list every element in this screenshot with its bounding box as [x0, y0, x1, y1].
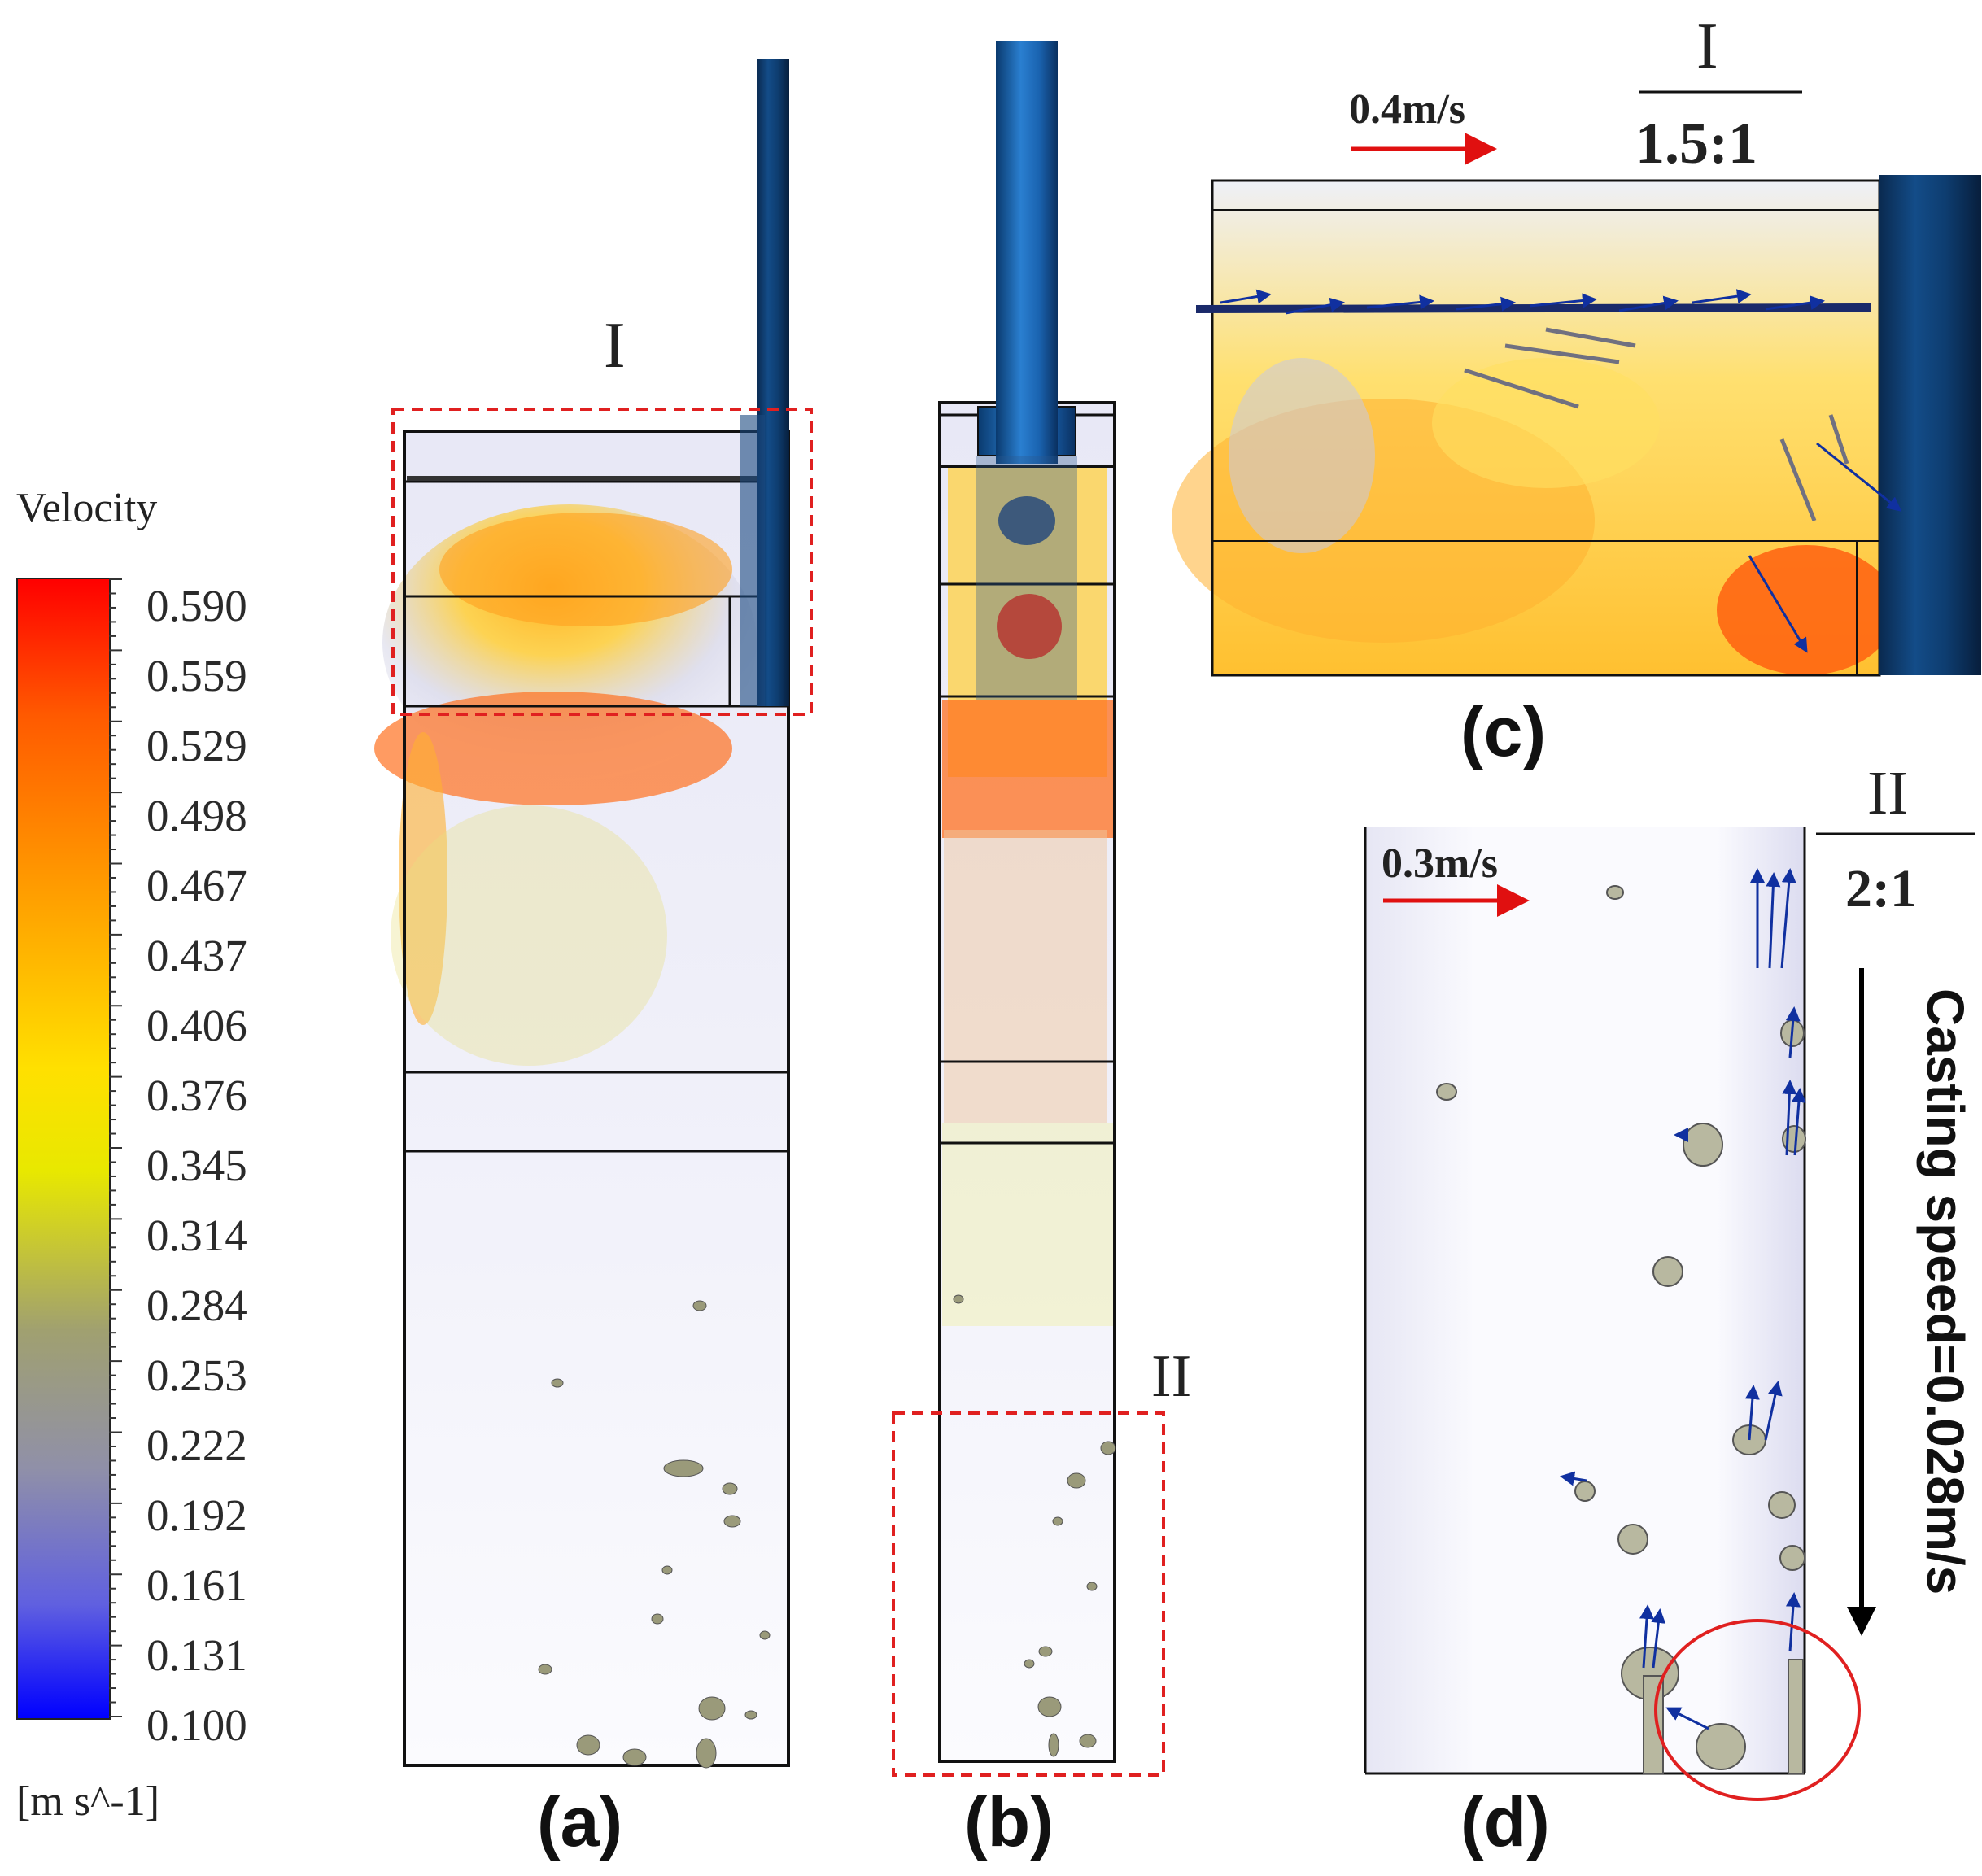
panel-d-region-label: II	[1867, 759, 1909, 827]
panel-b-label: (b)	[964, 1783, 1054, 1861]
panel-d-zoom-ratio: 2:1	[1845, 859, 1917, 918]
legend-colorbar	[16, 578, 111, 1720]
legend-tick: 0.284	[146, 1280, 247, 1330]
inclusion-highlight-circle	[1654, 1619, 1861, 1801]
region-I-highlight	[391, 408, 813, 716]
legend-tick: 0.314	[146, 1211, 247, 1260]
panel-c-scale-text: 0.4m/s	[1349, 86, 1465, 133]
legend-tick: 0.376	[146, 1071, 247, 1120]
casting-speed-label: Casting speed=0.028m/s	[1916, 988, 1975, 1595]
region-II-label: II	[1151, 1343, 1192, 1410]
panel-a-mold	[374, 59, 790, 1769]
legend-tick: 0.437	[146, 931, 247, 980]
legend-tick: 0.222	[146, 1420, 247, 1470]
legend-tick: 0.345	[146, 1141, 247, 1190]
legend-unit: [m s^-1]	[16, 1778, 160, 1825]
region-I-label: I	[604, 310, 626, 382]
legend-tick: 0.131	[146, 1630, 247, 1680]
legend-tick: 0.590	[146, 581, 247, 630]
panel-c-region-label: I	[1696, 11, 1718, 82]
panel-c-zoom-ratio: 1.5:1	[1635, 111, 1757, 176]
region-II-highlight	[892, 1411, 1165, 1777]
legend-tick: 0.498	[146, 791, 247, 840]
legend-tick: 0.406	[146, 1001, 247, 1050]
legend-tick: 0.100	[146, 1700, 247, 1750]
panel-a-label: (a)	[537, 1783, 623, 1861]
panel-d-scale-text: 0.3m/s	[1382, 840, 1498, 887]
panel-c-label: (c)	[1460, 693, 1547, 771]
panel-b-mold	[938, 41, 1116, 1763]
legend-tick: 0.253	[146, 1350, 247, 1400]
panel-d-zoom	[1364, 827, 1806, 1775]
panel-d-label: (d)	[1460, 1783, 1550, 1861]
legend-tick: 0.529	[146, 721, 247, 770]
legend-tick: 0.559	[146, 651, 247, 700]
legend-tick: 0.467	[146, 861, 247, 910]
legend-tick: 0.192	[146, 1490, 247, 1540]
legend-title: Velocity	[16, 485, 158, 531]
legend-tick: 0.161	[146, 1560, 247, 1610]
panel-c-zoom	[1172, 175, 1981, 677]
